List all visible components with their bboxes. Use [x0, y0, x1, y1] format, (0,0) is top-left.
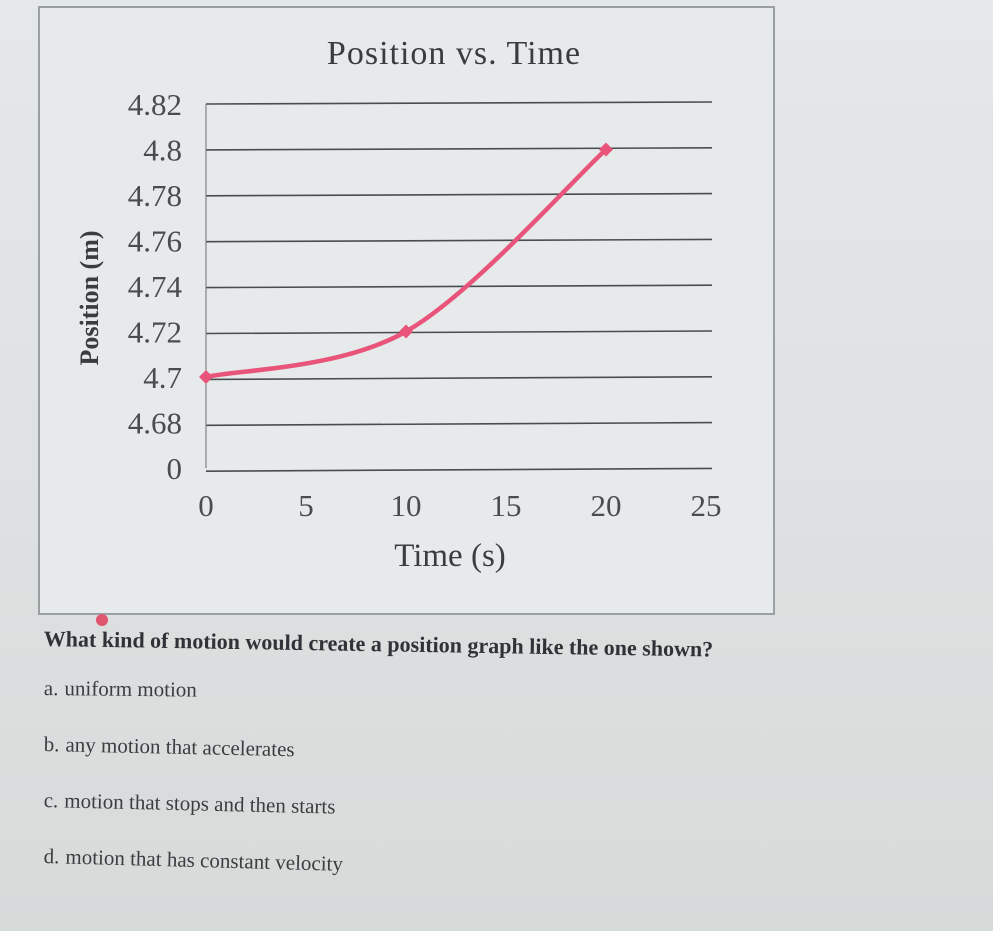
- gridline: [205, 238, 713, 243]
- option-c-letter: c.: [43, 788, 59, 813]
- option-a-letter: a.: [43, 676, 59, 701]
- option-b-letter: b.: [43, 732, 60, 757]
- option-a[interactable]: a. uniform motion: [44, 676, 197, 703]
- gridline: [205, 330, 713, 335]
- y-axis-label: Position (m): [75, 230, 104, 365]
- x-tick-label: 5: [298, 488, 314, 523]
- y-tick-label: 0: [167, 451, 183, 486]
- y-tick-label: 4.7: [143, 360, 182, 395]
- x-tick-label: 20: [591, 488, 622, 523]
- gridline: [205, 192, 713, 197]
- option-b-text: any motion that accelerates: [65, 732, 295, 762]
- gridline: [205, 284, 713, 289]
- series-line: [203, 147, 609, 380]
- chart-frame: Position vs. Time Time (s) Position (m) …: [38, 6, 775, 615]
- y-tick-label: 4.76: [128, 224, 182, 259]
- gridline: [205, 101, 713, 105]
- gridline: [205, 147, 713, 151]
- y-tick-label: 4.74: [128, 269, 183, 304]
- gridline: [205, 467, 713, 472]
- x-tick-label: 15: [491, 488, 522, 523]
- option-c-text: motion that stops and then starts: [64, 788, 336, 819]
- y-tick-label: 4.78: [128, 178, 182, 213]
- option-b[interactable]: b. any motion that accelerates: [43, 732, 294, 762]
- position-time-chart: Position vs. Time Time (s) Position (m) …: [75, 35, 722, 574]
- y-tick-label: 4.68: [128, 406, 182, 441]
- data-point: [599, 142, 613, 157]
- x-tick-label: 0: [198, 488, 214, 523]
- option-d-letter: d.: [43, 844, 60, 869]
- option-a-text: uniform motion: [64, 676, 197, 702]
- y-tick-label: 4.72: [128, 315, 182, 350]
- gridline: [205, 421, 713, 427]
- x-tick-label: 25: [691, 488, 722, 523]
- x-axis-label: Time (s): [394, 538, 506, 574]
- y-tick-label: 4.8: [143, 133, 182, 168]
- data-point: [199, 370, 213, 384]
- chart-title: Position vs. Time: [327, 35, 581, 72]
- x-tick-label: 10: [391, 488, 422, 523]
- y-tick-label: 4.82: [128, 87, 182, 122]
- data-point: [399, 324, 413, 339]
- gridline: [205, 375, 713, 381]
- pushpin-mark: [96, 614, 108, 626]
